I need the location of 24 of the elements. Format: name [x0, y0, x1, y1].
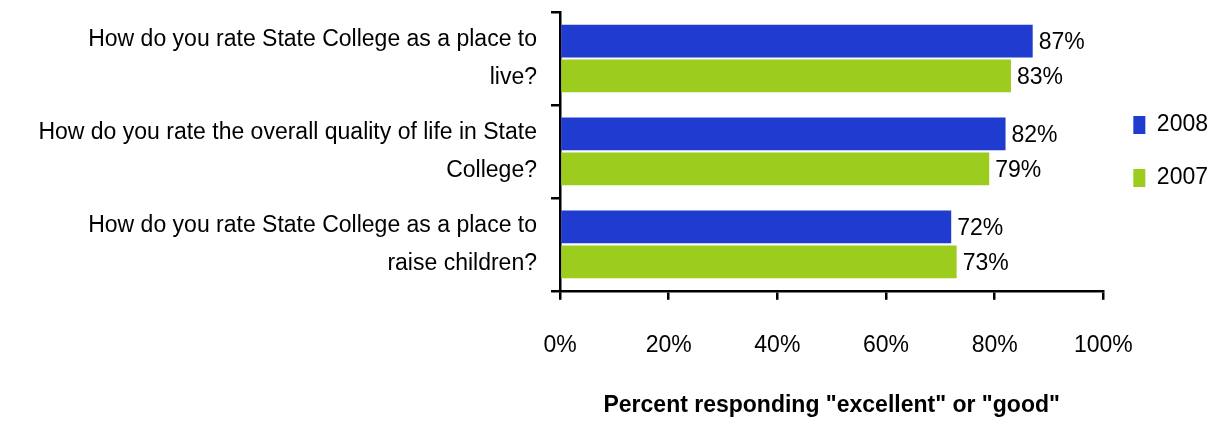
data-label: 79%	[995, 156, 1042, 183]
bar	[561, 59, 1011, 93]
x-tick-label: 20%	[645, 330, 692, 357]
x-tick-label: 60%	[862, 330, 910, 357]
legend-label: 2007	[1156, 163, 1209, 190]
x-tick-label: 40%	[754, 330, 801, 357]
bar	[561, 210, 952, 244]
data-label: 72%	[957, 214, 1004, 241]
y-tick-label: How do you rate the overall quality of life in State College?	[38, 117, 537, 182]
data-label: 87%	[1038, 28, 1085, 55]
y-tick-label: How do you rate State College as a place to live?	[88, 24, 537, 89]
data-label: 83%	[1016, 63, 1064, 90]
bar	[561, 152, 990, 186]
x-tick-label: 100%	[1073, 330, 1133, 357]
data-label: 82%	[1011, 121, 1058, 148]
bar	[561, 24, 1033, 58]
x-tick-label: 0%	[543, 330, 577, 357]
data-label: 73%	[962, 249, 1009, 276]
x-tick-label: 80%	[971, 330, 1018, 357]
bar	[561, 245, 957, 279]
x-axis-title: Percent responding "excellent" or "good"	[603, 390, 1060, 417]
legend-label: 2008	[1156, 110, 1209, 137]
y-tick-label: How do you rate State College as a place to raise children?	[88, 210, 537, 275]
bar	[561, 117, 1006, 151]
